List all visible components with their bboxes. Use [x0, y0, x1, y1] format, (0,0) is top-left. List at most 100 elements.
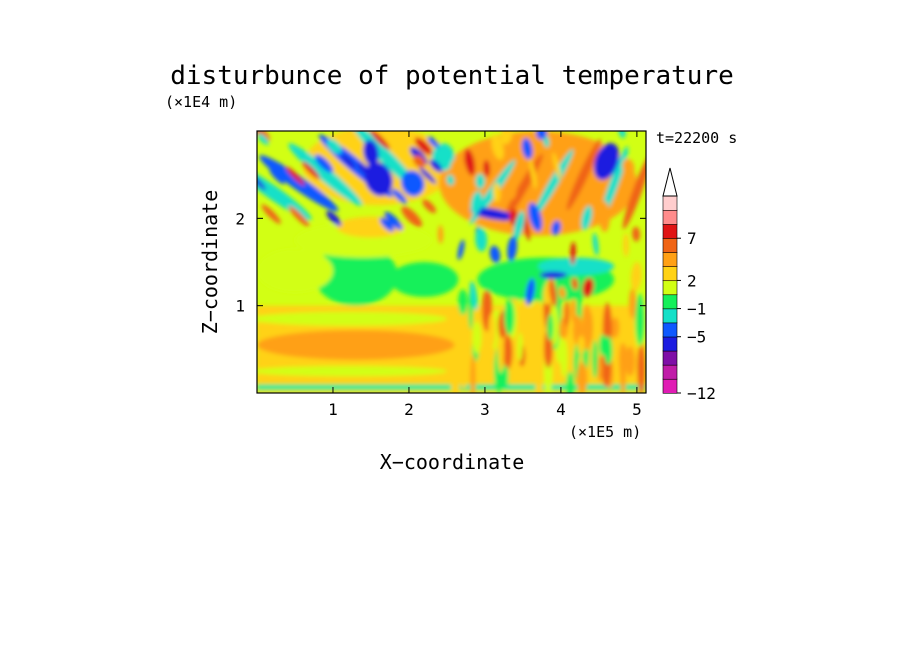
colorbar-level-5	[662, 308, 678, 324]
turb-blob-59	[488, 313, 496, 348]
colorbar-level-2	[662, 350, 678, 366]
x-unit-label: (×1E5 m)	[569, 423, 641, 441]
y-axis-label: Z−coordinate	[198, 190, 222, 335]
upper-blob-31	[464, 148, 476, 176]
upper-blob-4	[446, 174, 455, 186]
turb-blob-52	[597, 355, 603, 382]
x-axis: 1 2 3 4 5	[328, 131, 642, 419]
cold-blob-6	[593, 143, 620, 181]
upper-blob-26	[500, 131, 513, 145]
upper-blob-22	[529, 159, 537, 189]
turb-blob-57	[472, 321, 482, 354]
upper-blob-36	[492, 182, 501, 203]
x-tick-label-1: 2	[404, 400, 414, 419]
upper-blob-20	[592, 232, 599, 256]
upper-left-blob-7	[326, 139, 342, 154]
turb-blob-34	[625, 346, 636, 377]
y-axis: 12	[235, 209, 646, 316]
upper-blob-1	[570, 241, 576, 265]
turb-blob-68	[535, 364, 543, 393]
turb-blob-58	[458, 289, 468, 315]
colorbar-level-8	[662, 266, 678, 282]
colorbar-label-2: −1	[687, 300, 706, 319]
cold-core-3	[363, 139, 379, 166]
upper-blob-18	[632, 226, 641, 242]
turb-blob-32	[470, 355, 476, 393]
green-right	[389, 262, 459, 297]
turb-blob-13	[503, 335, 513, 370]
upper-left-blob-23	[419, 167, 437, 184]
wave-band-right-4	[599, 146, 629, 221]
turb-blob-53	[517, 332, 523, 362]
upper-blob-44	[521, 138, 533, 160]
upper-blob-29	[548, 278, 557, 307]
upper-blob-0	[582, 277, 594, 297]
turb-blob-67	[576, 362, 588, 393]
upper-left-blob-18	[269, 168, 285, 185]
wave-band-left-0	[257, 164, 312, 221]
upper-left-blob-11	[314, 154, 334, 173]
upper-blob-21	[525, 278, 535, 306]
upper-blob-40	[528, 202, 543, 232]
upper-blob-33	[491, 134, 504, 160]
upper-blob-42	[507, 236, 518, 262]
colorbar-level-10	[662, 237, 678, 253]
time-label: t=22200 s	[656, 129, 737, 147]
cold-blob-5	[470, 207, 515, 221]
upper-left-blob-20	[341, 154, 356, 169]
upper-left-blob-5	[401, 206, 423, 228]
contour-field	[257, 131, 646, 393]
upper-blob-14	[513, 211, 525, 240]
upper-left-blob-14	[414, 137, 433, 156]
upper-left-blob-10	[261, 204, 281, 224]
upper-left-blob-4	[285, 166, 305, 186]
turb-blob-69	[637, 307, 645, 333]
wave-band-right-5	[622, 155, 646, 230]
turb-blob-48	[504, 298, 515, 335]
turb-blob-38	[503, 365, 509, 388]
colorbar-level-0	[662, 378, 678, 394]
upper-blob-32	[551, 220, 561, 236]
colorbar-level-12	[662, 209, 678, 225]
x-tick-label-2: 3	[480, 400, 490, 419]
y-tick-label-0: 1	[235, 297, 245, 316]
chart-title: disturbunce of potential temperature	[170, 61, 734, 91]
turb-blob-61	[547, 314, 554, 341]
wave-band-left-2	[288, 143, 363, 206]
upper-blob-24	[552, 152, 561, 180]
upper-blob-9	[622, 158, 635, 176]
upper-left-blob-19	[379, 217, 394, 232]
colorbar-extend-arrow	[662, 167, 678, 197]
turb-blob-62	[460, 360, 468, 389]
lower-light-band	[257, 365, 447, 377]
upper-blob-8	[543, 135, 550, 148]
y-unit-label: (×1E4 m)	[165, 93, 237, 111]
cold-core-1	[364, 161, 393, 197]
cold-core-2	[401, 170, 425, 197]
colorbar-level-4	[662, 322, 678, 338]
wave-band-left-1	[259, 155, 339, 212]
upper-left-blob-6	[391, 188, 407, 204]
turb-blob-40	[560, 339, 568, 378]
upper-light-band	[257, 311, 447, 326]
turb-blob-8	[534, 294, 541, 331]
wave-band-right-3	[566, 138, 601, 211]
green-dome	[313, 244, 398, 306]
colorbar-level-1	[662, 364, 678, 380]
turb-blob-17	[566, 371, 575, 393]
upper-blob-13	[599, 201, 611, 232]
upper-left-blob-22	[301, 161, 320, 180]
turb-blob-35	[637, 343, 646, 393]
upper-blob-37	[489, 245, 501, 263]
upper-blob-43	[475, 227, 488, 252]
cold-blob-7	[539, 271, 567, 279]
mid-yellow-left	[257, 248, 333, 293]
warm-core	[272, 337, 440, 353]
upper-left-blob-21	[357, 162, 372, 177]
turb-blob-9	[611, 317, 620, 338]
x-tick-label-3: 4	[556, 400, 566, 419]
upper-blob-39	[536, 131, 547, 140]
x-axis-label: X−coordinate	[380, 450, 525, 474]
upper-left-blob-24	[257, 133, 269, 145]
